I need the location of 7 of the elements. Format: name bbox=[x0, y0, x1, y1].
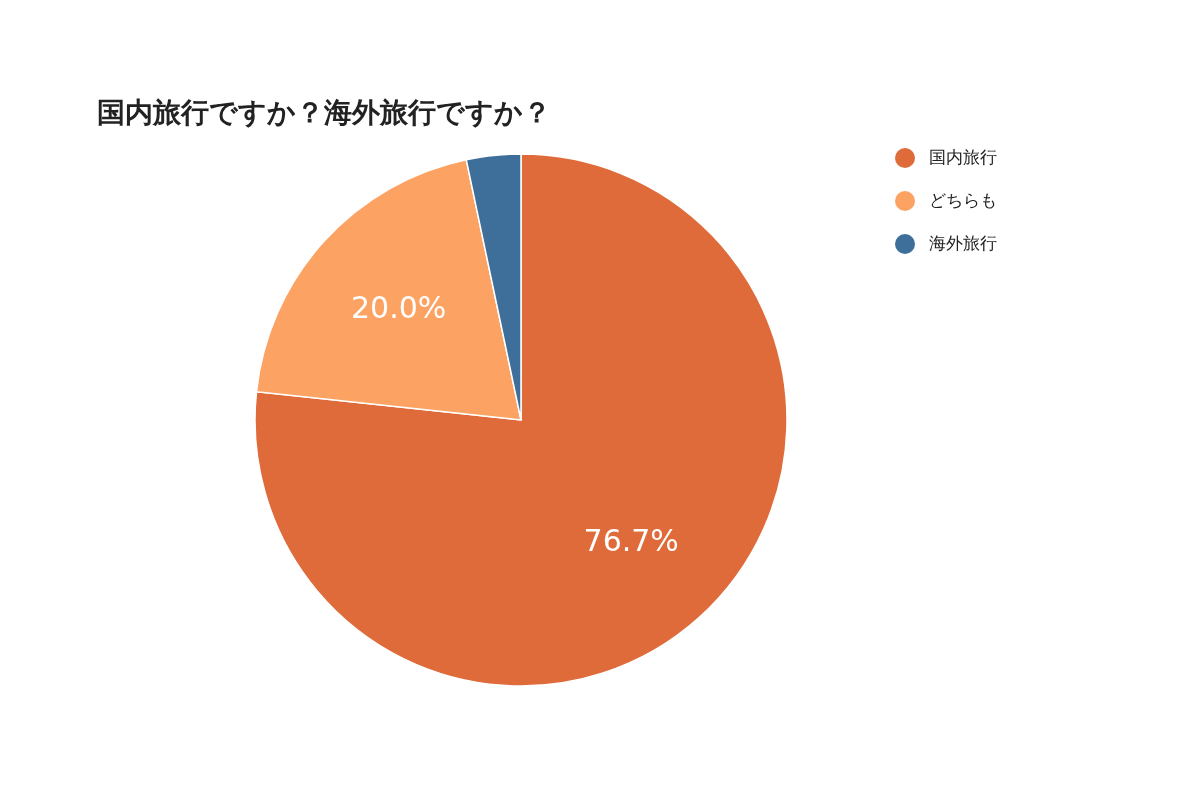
data-label: 20.0% bbox=[351, 289, 447, 325]
chart-title: 国内旅行ですか？海外旅行ですか？ bbox=[97, 96, 551, 129]
data-label: 76.7% bbox=[583, 523, 679, 559]
legend-label: 海外旅行 bbox=[929, 233, 997, 253]
pie-slice bbox=[254, 153, 788, 687]
legend-label: 国内旅行 bbox=[929, 147, 997, 167]
legend-label: どちらも bbox=[929, 190, 997, 210]
